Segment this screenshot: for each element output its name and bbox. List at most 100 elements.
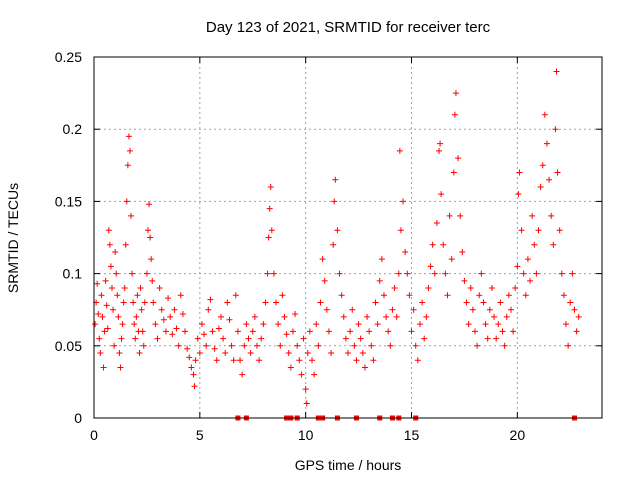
data-point: [309, 357, 316, 364]
data-point: [115, 313, 122, 320]
data-point: [387, 342, 394, 349]
data-point: [213, 357, 220, 364]
data-point: [107, 263, 114, 270]
data-point: [241, 342, 248, 349]
data-point: [277, 342, 284, 349]
data-point: [520, 270, 527, 277]
data-point: [251, 313, 258, 320]
data-point: [448, 256, 455, 263]
data-point: [503, 313, 510, 320]
data-point: [374, 321, 381, 328]
data-point: [465, 321, 472, 328]
data-point: [332, 176, 339, 183]
data-point: [560, 292, 567, 299]
data-point: [455, 155, 462, 162]
data-point: [531, 241, 538, 248]
data-point: [162, 328, 169, 335]
data-point: [138, 306, 145, 313]
data-point: [190, 371, 197, 378]
data-point: [497, 299, 504, 306]
data-point: [472, 328, 478, 335]
data-point: [330, 241, 337, 248]
data-points: [92, 68, 582, 407]
data-point: [331, 198, 338, 205]
data-point: [101, 328, 108, 335]
x-tick-label: 0: [90, 427, 98, 443]
data-point: [144, 227, 151, 234]
data-point: [108, 285, 115, 292]
data-point: [345, 350, 351, 357]
data-point: [319, 256, 326, 263]
data-point: [279, 292, 286, 299]
data-point: [165, 295, 172, 302]
data-point: [245, 335, 252, 342]
data-point: [222, 350, 229, 357]
data-point: [169, 331, 176, 338]
data-point: [267, 183, 274, 190]
data-point: [131, 321, 138, 328]
data-point: [510, 328, 517, 335]
data-point: [412, 342, 419, 349]
data-point: [247, 350, 254, 357]
data-point: [198, 321, 205, 328]
data-point: [215, 325, 222, 332]
data-point: [395, 270, 402, 277]
data-point: [175, 342, 182, 349]
data-point: [182, 328, 189, 335]
data-point: [230, 357, 237, 364]
data-point: [302, 386, 309, 393]
data-point: [482, 321, 489, 328]
data-point: [275, 321, 282, 328]
data-point: [516, 169, 523, 176]
data-point: [486, 306, 493, 313]
x-axis-label: GPS time / hours: [295, 457, 402, 473]
data-point: [177, 292, 184, 299]
data-point: [141, 299, 148, 306]
data-point: [444, 292, 451, 299]
data-point: [111, 342, 118, 349]
data-point: [304, 350, 311, 357]
data-point: [370, 357, 377, 364]
data-point: [201, 331, 208, 338]
data-point: [457, 212, 464, 219]
data-point: [140, 342, 147, 349]
data-point: [361, 364, 368, 371]
data-point: [427, 263, 434, 270]
data-point: [567, 299, 574, 306]
data-point: [353, 357, 360, 364]
data-point: [139, 328, 146, 335]
data-point: [546, 176, 553, 183]
data-point: [393, 313, 400, 320]
y-axis-label: SRMTID / TECUs: [5, 183, 21, 293]
data-point: [499, 328, 506, 335]
x-tick-label: 10: [298, 427, 314, 443]
x-tick-label: 20: [510, 427, 526, 443]
data-point: [125, 133, 132, 140]
data-point: [117, 364, 124, 371]
data-point: [114, 292, 121, 299]
data-point: [325, 328, 332, 335]
data-point: [380, 292, 387, 299]
y-tick-label: 0.25: [55, 49, 82, 65]
data-point: [493, 335, 500, 342]
data-point: [385, 328, 392, 335]
data-point: [351, 342, 358, 349]
data-point: [95, 311, 102, 318]
data-point: [518, 227, 525, 234]
data-point: [450, 169, 457, 176]
data-point: [150, 299, 157, 306]
data-point: [124, 162, 131, 169]
data-point: [266, 205, 273, 212]
data-point: [355, 321, 362, 328]
data-point: [548, 212, 555, 219]
data-point: [527, 277, 534, 284]
data-point: [357, 335, 364, 342]
data-point: [372, 299, 379, 306]
data-point: [505, 292, 512, 299]
data-point: [292, 311, 299, 318]
data-point: [265, 234, 272, 241]
data-point: [556, 227, 563, 234]
data-point: [294, 342, 301, 349]
data-point: [218, 313, 224, 320]
plot-frame: [93, 56, 603, 419]
